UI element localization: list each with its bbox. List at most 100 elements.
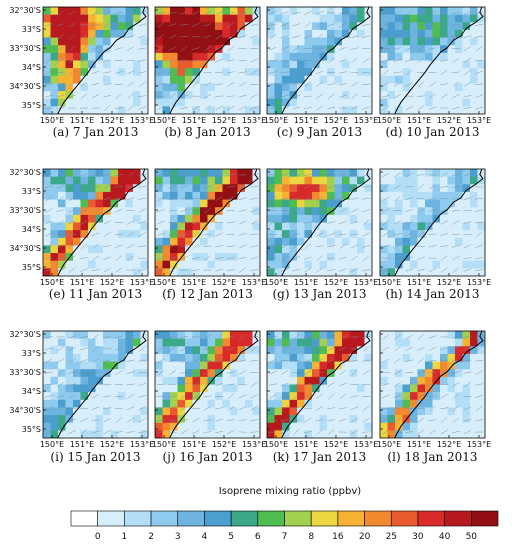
heat-cell [387,68,396,77]
heat-cell [237,331,246,340]
heat-cell [455,14,463,23]
heat-cell [380,29,388,38]
wind-arrow [327,23,336,27]
heat-cell [177,422,186,431]
wind-arrow [268,348,277,350]
heat-cell [387,176,396,185]
heat-cell [402,369,411,378]
heat-cell [410,169,418,178]
heat-cell [364,207,372,216]
heat-cell [118,430,126,438]
heat-cell [80,45,89,54]
heat-cell [222,430,231,438]
wind-arrow [362,360,371,362]
heat-cell [319,260,328,269]
heat-cell [470,353,478,362]
colorbar-label: 8 [308,532,314,542]
wind-arrow [280,82,289,87]
heat-cell [50,75,59,84]
x-tick-label: 151°E [70,116,94,125]
wind-arrow [292,347,301,350]
heat-cell [364,60,372,69]
heat-cell [50,207,59,216]
heat-cell [417,29,426,38]
heat-cell [215,399,223,408]
wind-arrow [381,407,390,410]
x-tick-label: 152°E [100,116,124,125]
heat-cell [319,83,328,92]
heat-cell [395,214,403,223]
wind-arrow [304,10,312,15]
heat-cell [334,245,343,254]
heat-cell [50,222,59,231]
wind-arrow [463,197,472,200]
heat-cell [230,353,238,362]
heat-cell [50,361,59,370]
heat-cell [395,191,403,200]
colorbar-swatch [364,510,392,527]
heat-cell [282,7,290,16]
heat-cell [447,361,456,370]
heat-cell [395,176,403,185]
wind-arrow [215,34,223,40]
wind-arrow [169,57,176,64]
heat-cell [215,415,223,424]
heat-cell [103,338,111,347]
wind-arrow [280,184,289,189]
heat-cell [440,106,448,114]
wind-arrow [417,346,425,351]
heat-cell [304,7,313,16]
heat-cell [230,430,238,438]
heat-cell [215,376,223,385]
heat-cell [252,384,260,393]
heat-cell [118,260,126,269]
heat-cell [140,29,148,38]
wind-arrow [440,407,449,410]
heat-cell [200,268,208,276]
wind-arrow [138,47,147,50]
heat-cell [327,91,335,100]
heat-cell [58,199,66,208]
wind-arrow [393,47,402,51]
colorbar-swatch [230,510,259,527]
wind-arrow [382,418,390,423]
wind-arrow [191,173,200,177]
heat-cell [222,75,231,84]
wind-arrow [440,11,448,15]
heat-cell [140,60,148,69]
heat-cell [334,91,343,100]
wind-arrow [428,371,437,374]
wind-arrow [304,81,312,87]
heat-cell [334,207,343,216]
heat-cell [432,184,441,193]
heat-cell [200,106,208,114]
wind-arrow [428,346,437,351]
heat-cell [455,68,463,77]
heat-cell [297,346,305,355]
heat-cell [297,245,305,254]
wind-arrow [350,47,359,50]
coastline [394,7,484,114]
heat-cell [133,338,141,347]
heat-cell [222,361,231,370]
heat-cell [162,91,171,100]
panel-field [155,169,260,276]
heat-cell [88,338,96,347]
wind-arrow [80,184,88,190]
wind-arrow [393,233,402,236]
wind-arrow [68,358,76,363]
heat-cell [207,83,216,92]
heat-cell [43,384,51,393]
heat-cell [95,68,104,77]
wind-arrow [103,46,111,51]
heat-cell [432,91,441,100]
heat-cell [304,331,313,340]
heat-cell [274,260,283,269]
heat-cell [43,98,51,107]
heat-cell [140,14,148,23]
heat-cell [215,245,223,254]
colorbar-swatch [417,510,445,527]
heat-cell [342,353,350,362]
heat-cell [185,7,193,16]
wind-arrow [269,196,277,201]
